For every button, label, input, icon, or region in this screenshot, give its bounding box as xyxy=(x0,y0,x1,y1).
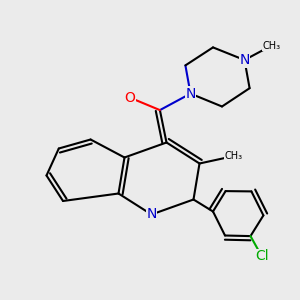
Text: Cl: Cl xyxy=(255,250,269,263)
Text: O: O xyxy=(124,91,135,104)
Text: CH₃: CH₃ xyxy=(225,151,243,161)
Text: CH₃: CH₃ xyxy=(262,40,280,51)
Text: N: N xyxy=(185,87,196,100)
Text: N: N xyxy=(239,53,250,67)
Text: O: O xyxy=(124,91,135,104)
Text: N: N xyxy=(146,208,157,221)
